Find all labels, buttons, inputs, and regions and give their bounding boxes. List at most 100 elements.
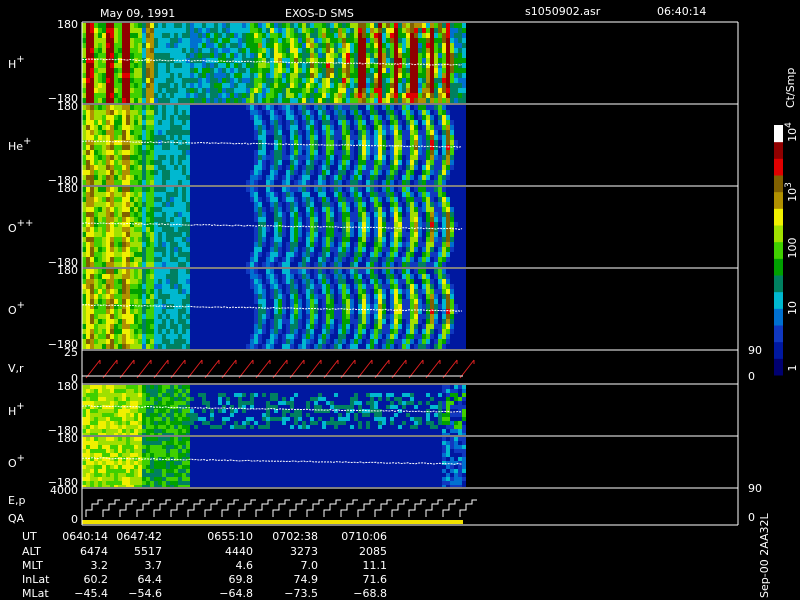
spectrogram-cell — [402, 98, 406, 103]
spectrogram-cell — [298, 43, 302, 48]
spectrogram-cell — [154, 125, 158, 130]
spectrogram-cell — [86, 180, 90, 185]
spectrogram-cell — [338, 130, 342, 135]
spectrogram-cell — [342, 262, 346, 267]
spectrogram-cell — [262, 53, 266, 58]
spectrogram-cell — [338, 180, 342, 185]
spectrogram-cell — [406, 150, 410, 155]
spectrogram-cell — [166, 43, 170, 48]
spectrogram-cell — [266, 78, 270, 83]
spectrogram-cell — [86, 115, 90, 120]
spectrogram-cell — [166, 63, 170, 68]
spectrogram-cell — [126, 222, 130, 227]
spectrogram-cell — [386, 68, 390, 73]
spectrogram-cell — [234, 232, 238, 237]
spectrogram-cell — [350, 197, 354, 202]
spectrogram-cell — [414, 170, 418, 175]
spectrogram-cell — [146, 33, 150, 38]
spectrogram-cell — [414, 242, 418, 247]
spectrogram-cell — [82, 237, 86, 242]
spectrogram-cell — [322, 115, 326, 120]
spectrogram-cell — [106, 23, 110, 28]
spectrogram-cell — [110, 98, 114, 103]
spectrogram-cell — [302, 78, 306, 83]
spectrogram-cell — [158, 299, 162, 304]
spectrogram-cell — [138, 217, 142, 222]
spectrogram-cell — [166, 83, 170, 88]
spectrogram-cell — [222, 155, 226, 160]
spectrogram-cell — [206, 165, 210, 170]
spectrogram-cell — [110, 145, 114, 150]
spectrogram-cell — [238, 38, 242, 43]
spectrogram-cell — [274, 160, 278, 165]
spectrogram-cell — [150, 192, 154, 197]
spectrogram-cell — [82, 227, 86, 232]
spectrogram-cell — [130, 150, 134, 155]
spectrogram-cell — [114, 227, 118, 232]
spectrogram-cell — [90, 53, 94, 58]
spectrogram-cell — [118, 197, 122, 202]
spectrogram-cell — [274, 262, 278, 267]
spectrogram-cell — [202, 120, 206, 125]
spectrogram-cell — [306, 58, 310, 63]
spectrogram-cell — [258, 48, 262, 53]
spectrogram-cell — [430, 207, 434, 212]
spectrogram-cell — [150, 115, 154, 120]
spectrogram-cell — [98, 269, 102, 274]
spectrogram-cell — [386, 175, 390, 180]
spectrogram-cell — [174, 135, 178, 140]
spectrogram-cell — [118, 58, 122, 63]
spectrogram-cell — [166, 274, 170, 279]
spectrogram-cell — [234, 125, 238, 130]
spectrogram-cell — [118, 237, 122, 242]
spectrogram-cell — [350, 78, 354, 83]
spectrogram-cell — [358, 110, 362, 115]
spectrogram-cell — [286, 197, 290, 202]
spectrogram-cell — [98, 140, 102, 145]
spectrogram-cell — [130, 274, 134, 279]
spectrogram-cell — [458, 120, 462, 125]
spectrogram-cell — [246, 38, 250, 43]
spectrogram-cell — [266, 180, 270, 185]
spectrogram-cell — [206, 192, 210, 197]
spectrogram-cell — [326, 33, 330, 38]
spectrogram-cell — [254, 63, 258, 68]
spectrogram-cell — [146, 63, 150, 68]
spectrogram-cell — [174, 155, 178, 160]
spectrogram-cell — [102, 165, 106, 170]
spectrogram-cell — [142, 242, 146, 247]
spectrogram-cell — [110, 212, 114, 217]
spectrogram-cell — [142, 232, 146, 237]
spectrogram-cell — [354, 105, 358, 110]
spectrogram-cell — [422, 192, 426, 197]
spectrogram-cell — [182, 115, 186, 120]
spectrogram-cell — [210, 115, 214, 120]
spectrogram-cell — [374, 180, 378, 185]
spectrogram-cell — [302, 155, 306, 160]
spectrogram-cell — [270, 115, 274, 120]
spectrogram-cell — [426, 257, 430, 262]
spectrogram-cell — [282, 105, 286, 110]
spectrogram-cell — [374, 88, 378, 93]
spectrogram-cell — [266, 212, 270, 217]
spectrogram-cell — [114, 135, 118, 140]
spectrogram-cell — [218, 73, 222, 78]
spectrogram-cell — [250, 262, 254, 267]
spectrogram-cell — [270, 53, 274, 58]
spectrogram-cell — [266, 232, 270, 237]
spectrogram-cell — [110, 48, 114, 53]
spectrogram-cell — [118, 309, 122, 314]
spectrogram-cell — [166, 207, 170, 212]
spectrogram-cell — [254, 115, 258, 120]
spectrogram-cell — [398, 192, 402, 197]
spectrogram-cell — [462, 73, 466, 78]
spectrogram-cell — [150, 314, 154, 319]
spectrogram-cell — [130, 130, 134, 135]
spectrogram-cell — [202, 78, 206, 83]
spectrogram-cell — [226, 33, 230, 38]
spectrogram-cell — [278, 192, 282, 197]
spectrogram-cell — [302, 83, 306, 88]
spectrogram-cell — [426, 110, 430, 115]
spectrogram-cell — [106, 115, 110, 120]
spectrogram-cell — [354, 88, 358, 93]
